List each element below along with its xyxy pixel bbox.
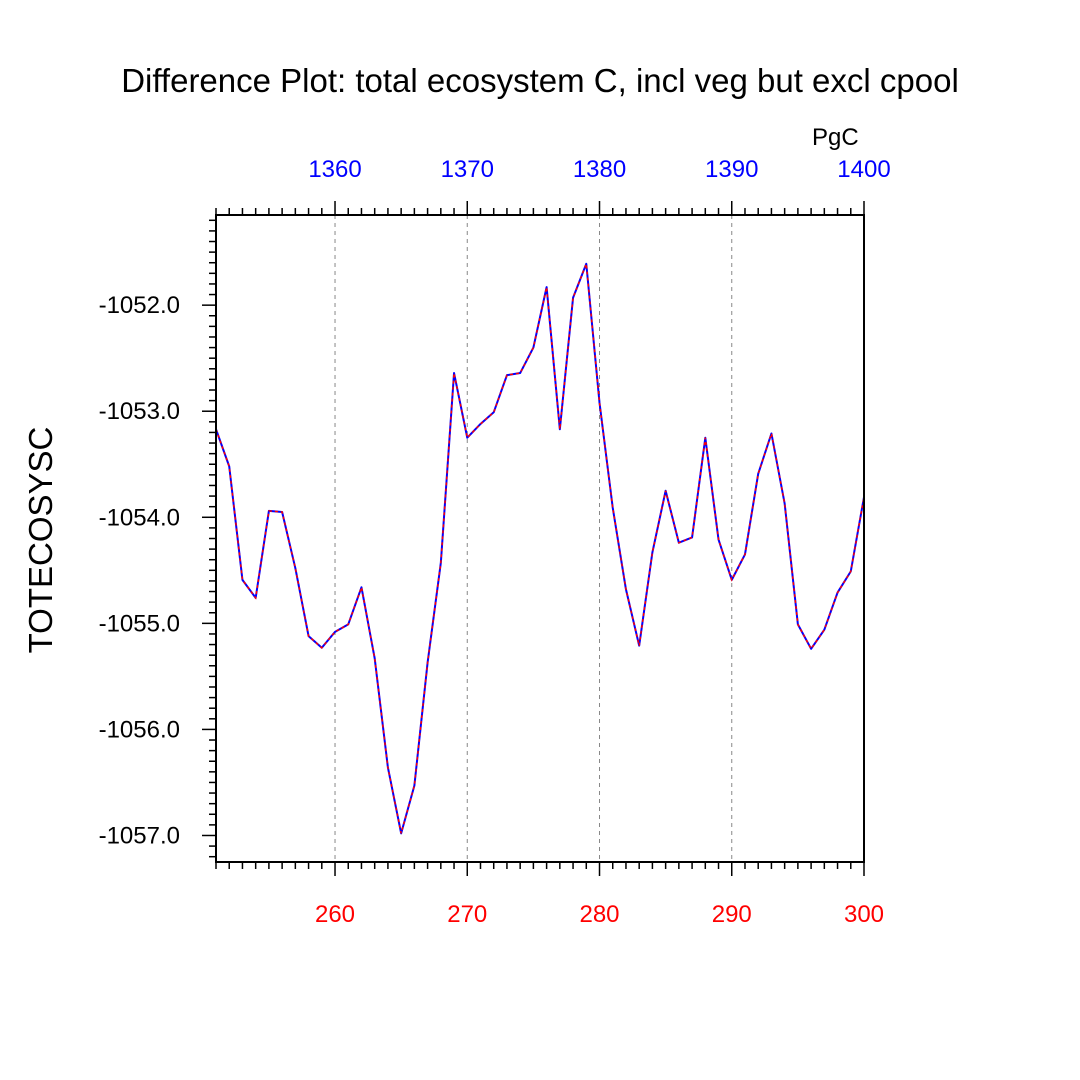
x-tick-label: 290 [712,901,752,928]
grid-lines [334,215,733,862]
y-tick-label: -1053.0 [99,398,180,425]
y-tick-label: -1052.0 [99,292,180,319]
top-tick-label: 1390 [705,156,758,183]
y-tick-label: -1056.0 [99,716,180,743]
axes: 260 270 280 290 300 1360 1370 1380 1390 1400 -1057… [99,156,891,928]
x-tick-label: 280 [579,901,619,928]
plot-frame [215,214,865,863]
chart-title: Difference Plot: total ecosystem C, incl… [121,62,959,99]
top-tick-label: 1370 [441,156,494,183]
x-tick-label: 270 [447,901,487,928]
y-tick-label: -1055.0 [99,610,180,637]
series-layer [215,262,865,835]
series-line-overlay [215,263,865,834]
x-tick-label: 260 [315,901,355,928]
y-tick-label: -1057.0 [99,822,180,849]
top-tick-label: 1400 [837,156,890,183]
top-tick-label: 1360 [308,156,361,183]
top-tick-label: 1380 [573,156,626,183]
x-tick-label: 300 [844,901,884,928]
units-label: PgC [812,124,859,151]
y-tick-label: -1054.0 [99,504,180,531]
series-line [215,262,865,835]
